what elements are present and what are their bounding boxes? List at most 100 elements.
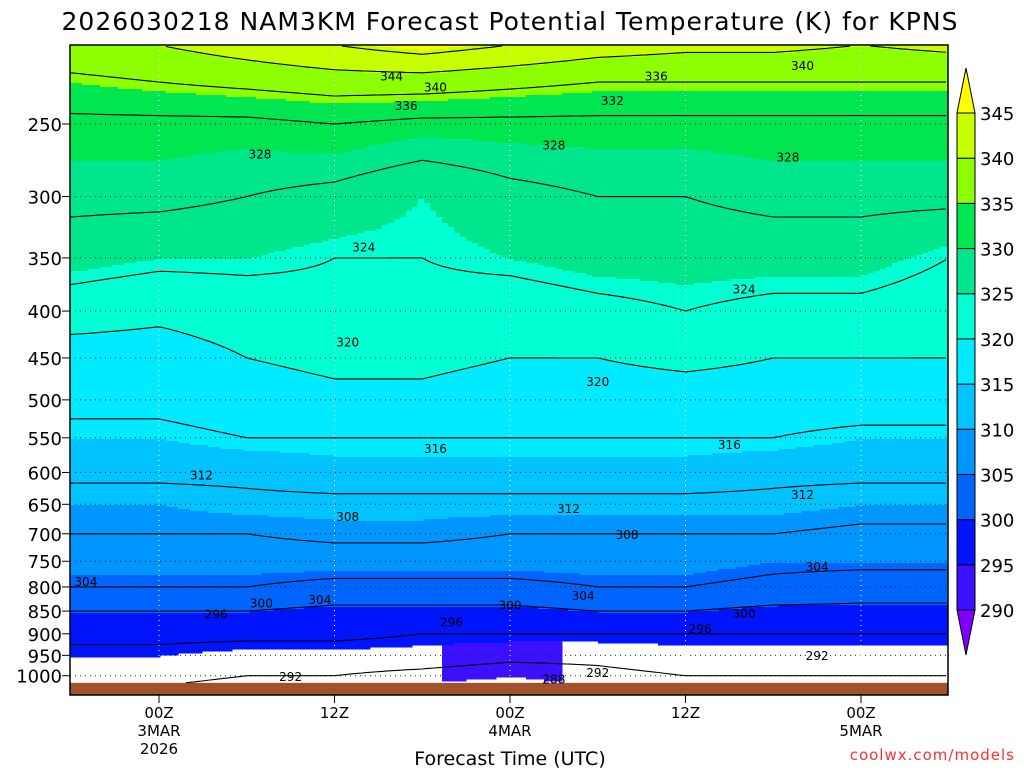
heatmap-cell [106, 267, 113, 334]
heatmap-cell [430, 607, 437, 646]
heatmap-cell [352, 521, 359, 572]
heatmap-cell [622, 575, 629, 614]
heatmap-cell [220, 449, 227, 514]
heatmap-cell [898, 359, 905, 440]
heatmap-cell [496, 97, 503, 144]
contour-label: 292 [806, 649, 829, 663]
heatmap-cell [184, 93, 191, 158]
heatmap-cell [424, 45, 431, 52]
heatmap-cell [508, 143, 515, 260]
heatmap-cell [340, 103, 347, 154]
heatmap-cell [412, 571, 419, 608]
heatmap-cell [304, 453, 311, 520]
heatmap-cell [346, 103, 353, 152]
heatmap-cell [700, 151, 707, 284]
heatmap-cell [166, 613, 173, 656]
heatmap-cell [568, 147, 575, 272]
heatmap-cell [454, 139, 461, 234]
heatmap-cell [208, 343, 215, 448]
colorbar-swatch [956, 157, 976, 204]
heatmap-cell [394, 219, 401, 380]
heatmap-cell [886, 91, 893, 162]
heatmap-cell [226, 513, 233, 576]
heatmap-cell [256, 575, 263, 612]
contour-label: 296 [205, 607, 228, 621]
heatmap-cell [184, 51, 191, 94]
heatmap-cell [244, 259, 251, 360]
colorbar-label: 340 [980, 149, 1014, 170]
heatmap-cell [934, 505, 941, 564]
contour-label: 340 [424, 80, 447, 94]
heatmap-cell [148, 505, 155, 576]
heatmap-cell [826, 445, 833, 510]
heatmap-cell [766, 277, 773, 360]
heatmap-cell [292, 573, 299, 610]
heatmap-cell [898, 505, 905, 564]
heatmap-cell [388, 379, 395, 458]
heatmap-cell [814, 91, 821, 162]
heatmap-cell [172, 45, 179, 50]
heatmap-cell [334, 45, 341, 72]
heatmap-cell [532, 359, 539, 458]
heatmap-cell [826, 563, 833, 606]
heatmap-cell [652, 575, 659, 614]
heatmap-cell [598, 59, 605, 92]
heatmap-cell [748, 91, 755, 158]
heatmap-cell [418, 607, 425, 646]
contour-label: 288 [542, 673, 565, 687]
heatmap-cell [514, 143, 521, 262]
heatmap-cell [124, 89, 131, 162]
heatmap-cell [502, 67, 509, 98]
heatmap-cell [790, 91, 797, 162]
heatmap-cell [550, 457, 557, 516]
heatmap-cell [148, 329, 155, 440]
heatmap-cell [862, 275, 869, 360]
heatmap-cell [784, 563, 791, 606]
heatmap-cell [544, 573, 551, 610]
heatmap-cell [70, 161, 77, 272]
heatmap-cell [460, 643, 467, 682]
heatmap-cell [142, 45, 149, 92]
heatmap-cell [322, 455, 329, 520]
heatmap-cell [448, 45, 455, 48]
colorbar-label: 300 [980, 511, 1014, 532]
heatmap-cell [196, 259, 203, 340]
heatmap-cell [94, 269, 101, 334]
heatmap-cell [772, 607, 779, 646]
heatmap-cell [472, 45, 479, 72]
heatmap-cell [154, 259, 161, 328]
heatmap-cell [526, 95, 533, 146]
heatmap-cell [610, 277, 617, 364]
x-tick-label: 00Z [144, 704, 173, 722]
heatmap-cell [484, 69, 491, 100]
heatmap-cell [682, 575, 689, 614]
heatmap-cell [310, 571, 317, 608]
heatmap-cell [910, 161, 917, 258]
heatmap-cell [568, 61, 575, 94]
contour-label: 292 [279, 670, 302, 684]
heatmap-cell [490, 515, 497, 572]
heatmap-cell [838, 161, 845, 278]
heatmap-cell [442, 223, 449, 376]
heatmap-cell [640, 57, 647, 92]
heatmap-cell [928, 45, 935, 54]
heatmap-cell [466, 643, 473, 680]
heatmap-cell [268, 151, 275, 254]
heatmap-cell [328, 379, 335, 456]
heatmap-cell [706, 45, 713, 54]
heatmap-cell [766, 607, 773, 646]
heatmap-cell [472, 457, 479, 518]
heatmap-cell [190, 337, 197, 446]
heatmap-cell [886, 439, 893, 506]
heatmap-cell [274, 151, 281, 252]
heatmap-cell [202, 259, 209, 342]
heatmap-cell [214, 45, 221, 58]
heatmap-cell [226, 259, 233, 352]
heatmap-cell [490, 457, 497, 516]
heatmap-cell [550, 573, 557, 610]
colorbar-label: 320 [980, 330, 1014, 351]
heatmap-cell [220, 575, 227, 614]
heatmap-cell [358, 457, 365, 522]
heatmap-cell [166, 575, 173, 614]
heatmap-cell [928, 605, 935, 646]
